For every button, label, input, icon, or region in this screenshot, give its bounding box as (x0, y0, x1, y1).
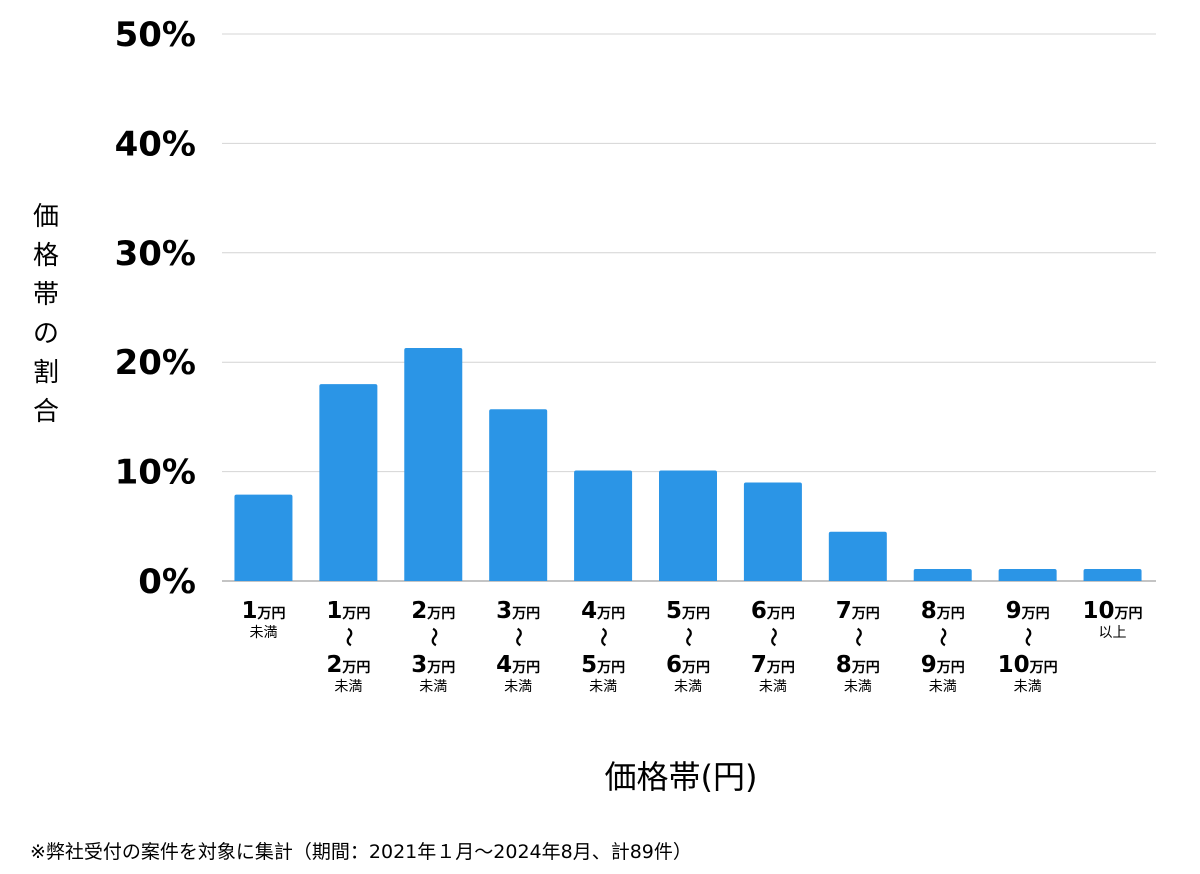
bar (404, 347, 463, 581)
x-tick-price: 4万円 (581, 598, 625, 624)
bars (234, 347, 1142, 581)
x-tick-price: 6万円 (666, 652, 710, 678)
x-tick-range-separator: 〜 (762, 627, 784, 646)
x-tick-price: 10万円 (998, 652, 1058, 678)
x-tick-price: 1万円 (241, 598, 285, 624)
y-axis-label: 価格帯の割合 (33, 202, 59, 427)
y-tick-label: 20% (115, 343, 196, 383)
bar (998, 568, 1057, 581)
x-tick-price: 8万円 (836, 652, 880, 678)
x-tick-range-separator: 〜 (337, 627, 359, 646)
x-tick-suffix: 未満 (1014, 679, 1042, 695)
x-tick-suffix: 未満 (419, 679, 447, 695)
y-tick-label: 50% (115, 15, 196, 55)
x-tick-range-separator: 〜 (422, 627, 444, 646)
bar (1083, 568, 1142, 581)
x-tick-price: 7万円 (751, 652, 795, 678)
x-tick-suffix: 未満 (504, 679, 532, 695)
x-tick-price: 9万円 (1006, 598, 1050, 624)
x-tick-price: 10万円 (1083, 598, 1143, 624)
x-tick-price: 5万円 (581, 652, 625, 678)
x-tick-range-separator: 〜 (592, 627, 614, 646)
x-tick-suffix: 未満 (249, 625, 277, 641)
x-tick-price: 9万円 (921, 652, 965, 678)
x-axis-label: 価格帯(円) (605, 758, 758, 796)
x-tick-labels: 1万円未満1万円〜2万円未満2万円〜3万円未満3万円〜4万円未満4万円〜5万円未… (241, 598, 1142, 695)
x-tick-suffix: 未満 (589, 679, 617, 695)
y-tick-label: 10% (115, 453, 196, 493)
bar (828, 531, 887, 581)
bar (489, 409, 548, 581)
x-tick-range-separator: 〜 (1017, 627, 1039, 646)
y-tick-label: 30% (115, 234, 196, 274)
bar (574, 470, 633, 581)
x-tick-price: 5万円 (666, 598, 710, 624)
y-tick-label: 0% (138, 562, 196, 602)
x-tick-price: 3万円 (411, 652, 455, 678)
x-tick-range-separator: 〜 (507, 627, 529, 646)
y-tick-labels: 0% 10% 20% 30% 40% 50% (115, 15, 196, 602)
x-tick-range-separator: 〜 (677, 627, 699, 646)
x-tick-price: 1万円 (326, 598, 370, 624)
x-tick-price: 8万円 (921, 598, 965, 624)
bar (234, 494, 293, 581)
x-tick-suffix: 以上 (1099, 625, 1127, 641)
x-tick-price: 7万円 (836, 598, 880, 624)
footnote: ※弊社受付の案件を対象に集計（期間：2021年１月〜2024年8月、計89件） (30, 841, 692, 863)
bar (659, 470, 717, 581)
x-tick-range-separator: 〜 (847, 627, 869, 646)
x-tick-price: 6万円 (751, 598, 795, 624)
x-tick-range-separator: 〜 (932, 627, 954, 646)
y-tick-label: 40% (115, 124, 196, 164)
x-tick-suffix: 未満 (674, 679, 702, 695)
bar (743, 482, 802, 581)
bar (913, 568, 972, 581)
x-tick-suffix: 未満 (759, 679, 787, 695)
x-tick-suffix: 未満 (844, 679, 872, 695)
x-tick-price: 4万円 (496, 652, 540, 678)
x-tick-suffix: 未満 (929, 679, 957, 695)
x-tick-price: 3万円 (496, 598, 540, 624)
bar (319, 384, 378, 581)
x-tick-price: 2万円 (326, 652, 370, 678)
x-tick-suffix: 未満 (334, 679, 362, 695)
x-tick-price: 2万円 (411, 598, 455, 624)
